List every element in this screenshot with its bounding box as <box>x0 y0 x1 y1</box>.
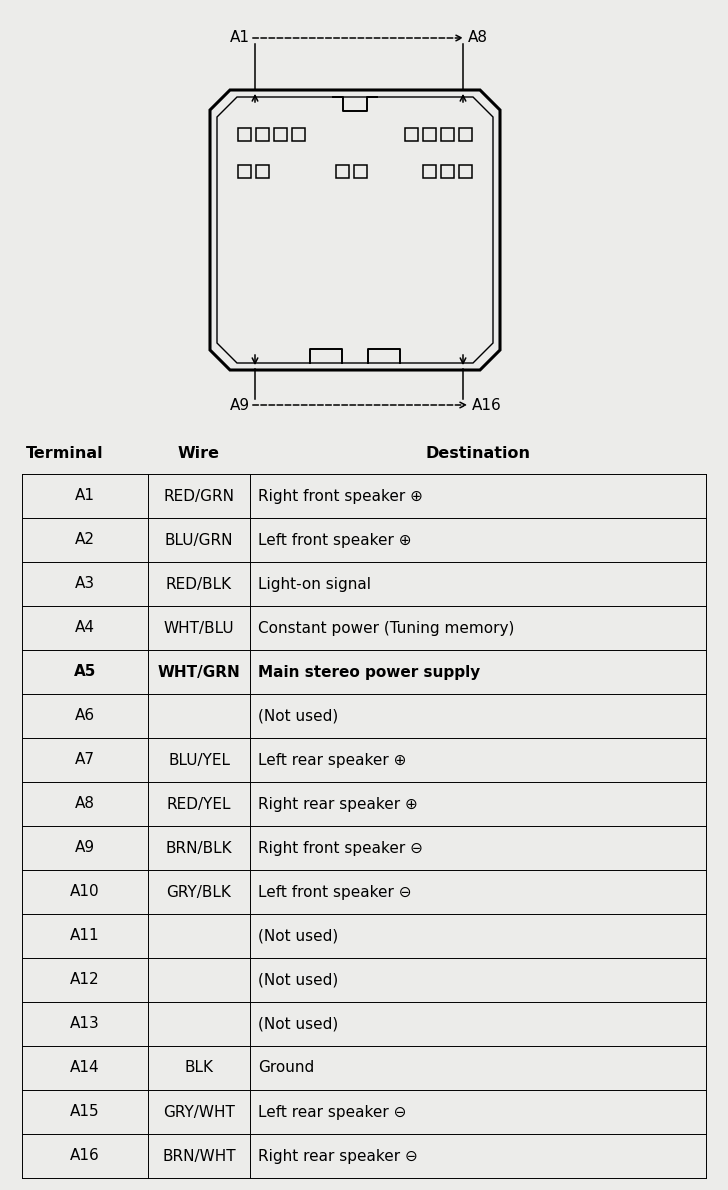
Text: A6: A6 <box>75 708 95 724</box>
Bar <box>423 165 436 178</box>
Bar <box>441 165 454 178</box>
Text: A10: A10 <box>70 884 100 900</box>
Text: A9: A9 <box>230 397 250 413</box>
Text: Left rear speaker ⊖: Left rear speaker ⊖ <box>258 1104 406 1120</box>
Text: Right front speaker ⊖: Right front speaker ⊖ <box>258 840 423 856</box>
Text: A4: A4 <box>75 620 95 635</box>
Text: A1: A1 <box>75 489 95 503</box>
Text: BRN/WHT: BRN/WHT <box>162 1148 236 1164</box>
Text: RED/GRN: RED/GRN <box>164 489 234 503</box>
Bar <box>292 129 305 140</box>
Text: BRN/BLK: BRN/BLK <box>166 840 232 856</box>
Text: A3: A3 <box>75 576 95 591</box>
Bar <box>238 129 251 140</box>
Text: (Not used): (Not used) <box>258 1016 339 1032</box>
Polygon shape <box>210 90 500 370</box>
Text: A14: A14 <box>70 1060 100 1076</box>
Text: Left front speaker ⊕: Left front speaker ⊕ <box>258 532 411 547</box>
Text: Light-on signal: Light-on signal <box>258 576 371 591</box>
Text: A12: A12 <box>70 972 100 988</box>
Bar <box>336 165 349 178</box>
Text: Destination: Destination <box>425 446 531 462</box>
Text: A16: A16 <box>472 397 502 413</box>
Text: Constant power (Tuning memory): Constant power (Tuning memory) <box>258 620 515 635</box>
Bar <box>354 165 366 178</box>
Text: WHT/BLU: WHT/BLU <box>164 620 234 635</box>
Text: BLK: BLK <box>184 1060 213 1076</box>
Text: WHT/GRN: WHT/GRN <box>158 664 240 679</box>
Text: RED/YEL: RED/YEL <box>167 796 232 812</box>
Text: A16: A16 <box>70 1148 100 1164</box>
Text: A11: A11 <box>70 928 100 944</box>
Text: (Not used): (Not used) <box>258 708 339 724</box>
Text: Right front speaker ⊕: Right front speaker ⊕ <box>258 489 423 503</box>
Text: A8: A8 <box>468 31 488 45</box>
Text: BLU/YEL: BLU/YEL <box>168 752 230 768</box>
Text: GRY/BLK: GRY/BLK <box>167 884 232 900</box>
Text: Ground: Ground <box>258 1060 314 1076</box>
Text: A15: A15 <box>70 1104 100 1120</box>
Bar <box>423 129 436 140</box>
Text: BLU/GRN: BLU/GRN <box>165 532 233 547</box>
Text: A5: A5 <box>74 664 96 679</box>
Text: Left rear speaker ⊕: Left rear speaker ⊕ <box>258 752 406 768</box>
Text: Wire: Wire <box>178 446 220 462</box>
Text: RED/BLK: RED/BLK <box>166 576 232 591</box>
Text: Left front speaker ⊖: Left front speaker ⊖ <box>258 884 411 900</box>
Text: A7: A7 <box>75 752 95 768</box>
Text: Terminal: Terminal <box>26 446 103 462</box>
Bar <box>238 165 251 178</box>
Text: Right rear speaker ⊕: Right rear speaker ⊕ <box>258 796 418 812</box>
Text: A13: A13 <box>70 1016 100 1032</box>
Bar <box>256 129 269 140</box>
Bar <box>405 129 418 140</box>
Text: Main stereo power supply: Main stereo power supply <box>258 664 480 679</box>
Bar <box>459 165 472 178</box>
Text: A2: A2 <box>75 532 95 547</box>
Bar <box>274 129 287 140</box>
Text: (Not used): (Not used) <box>258 972 339 988</box>
Text: A8: A8 <box>75 796 95 812</box>
Bar <box>441 129 454 140</box>
Bar <box>459 129 472 140</box>
Text: GRY/WHT: GRY/WHT <box>163 1104 235 1120</box>
Bar <box>256 165 269 178</box>
Text: A9: A9 <box>75 840 95 856</box>
Text: (Not used): (Not used) <box>258 928 339 944</box>
Text: Right rear speaker ⊖: Right rear speaker ⊖ <box>258 1148 418 1164</box>
Text: A1: A1 <box>230 31 250 45</box>
